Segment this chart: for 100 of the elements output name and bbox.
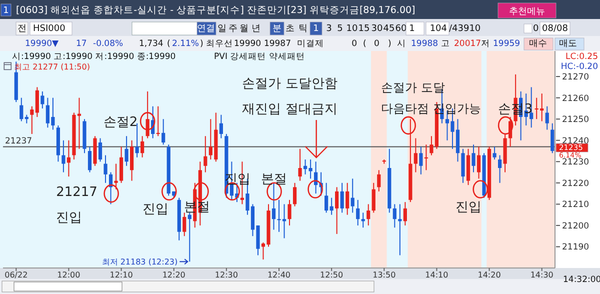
text: 0	[533, 24, 539, 34]
text: HSI000	[33, 24, 66, 34]
candlestick	[292, 182, 297, 207]
y-tick-label: 21220	[562, 178, 590, 189]
x-tick-label: 12:10	[110, 270, 133, 280]
candlestick	[356, 199, 360, 226]
annotation: 진입	[142, 202, 168, 217]
text: 19987	[264, 39, 291, 49]
text: 1,734	[139, 39, 164, 49]
candlestick	[361, 212, 365, 228]
candlestick	[140, 136, 144, 158]
text: -0.08%	[93, 39, 124, 49]
text: )	[200, 39, 204, 49]
candlestick	[403, 202, 407, 226]
text: 고	[441, 39, 450, 49]
annotation: 시:19990 고:19990 저:19990 종:19990	[12, 52, 176, 62]
candlestick	[146, 90, 150, 139]
candlestick	[350, 178, 354, 214]
annotation: 최저 21183 (12:23)	[102, 258, 178, 267]
text: (	[363, 39, 366, 49]
text: HC:-0.20	[560, 62, 598, 72]
candlestick	[498, 154, 502, 184]
text: (	[167, 39, 170, 49]
text: 19990	[234, 39, 262, 49]
candlestick	[372, 182, 376, 214]
text: 19990▼	[25, 39, 60, 49]
candlestick	[88, 146, 92, 173]
annotation: 진입	[56, 210, 82, 226]
candlestick	[461, 148, 465, 184]
text: 10	[346, 24, 358, 34]
candlestick	[124, 136, 128, 166]
text: 45	[383, 24, 395, 34]
x-tick-label: 06/22	[4, 270, 28, 280]
y-tick-label: 21200	[562, 221, 590, 232]
candlestick	[156, 106, 160, 137]
candlestick	[35, 86, 39, 118]
x-tick-label: 12:20	[162, 270, 186, 280]
candlestick	[62, 140, 66, 173]
candlestick	[20, 97, 24, 122]
annotation: 손절가 도달	[380, 80, 445, 94]
candlestick	[219, 114, 223, 139]
text: 2.11%	[172, 39, 200, 49]
candlestick	[182, 212, 186, 237]
annotation: 진입	[456, 200, 482, 215]
y-tick-label: 21260	[562, 94, 590, 104]
candlestick	[188, 212, 192, 262]
candlestick	[298, 148, 302, 182]
candlestick	[492, 146, 496, 160]
candlestick	[104, 154, 108, 184]
text: 최우선	[206, 39, 233, 49]
candlestick	[366, 204, 370, 226]
candlestick	[545, 106, 549, 130]
text: 주	[228, 24, 238, 34]
candlestick	[66, 140, 71, 178]
text: 분	[272, 24, 282, 34]
text: 0	[352, 39, 357, 49]
text: 년	[252, 24, 260, 34]
text: 1	[409, 24, 415, 34]
x-tick-label: 12:50	[320, 270, 344, 280]
y-tick-label: 21250	[562, 115, 590, 126]
x-tick-label: 14:30	[530, 270, 554, 280]
text: )	[388, 39, 392, 49]
y-tick-label: 21270	[562, 72, 590, 83]
annotation: 손절가 도달안함	[242, 76, 338, 92]
annotation: 손절2	[103, 114, 138, 130]
text: 15	[358, 24, 370, 34]
candlestick	[324, 182, 328, 214]
text: 08/08	[542, 24, 568, 34]
text: 월	[240, 24, 248, 34]
candlestick	[98, 138, 102, 162]
candlestick	[330, 197, 334, 216]
annotation: PVI 강세패턴 약세패턴	[214, 52, 305, 62]
candlestick	[340, 182, 344, 214]
text: 초	[286, 24, 294, 34]
text: 1	[313, 24, 319, 34]
text: 1	[3, 6, 9, 16]
candlestick	[204, 136, 208, 173]
candlestick	[398, 204, 402, 256]
text: 전	[18, 24, 26, 34]
text: 5	[337, 24, 343, 34]
x-tick-label: 13:50	[372, 270, 396, 280]
text: 20017	[454, 39, 482, 49]
x-tick-label: 12:00	[57, 270, 80, 280]
candlestick	[377, 170, 381, 192]
text: LC:0.25	[566, 52, 598, 62]
y-tick-label: 21210	[562, 200, 590, 210]
candlestick	[472, 144, 476, 173]
text: 매도	[559, 39, 577, 49]
candlestick	[335, 186, 339, 234]
x-tick-label: 14:20	[478, 270, 501, 280]
candlestick	[346, 182, 350, 216]
text: 추천메뉴	[509, 7, 545, 17]
text: 미결제	[297, 39, 324, 49]
candlestick	[550, 122, 554, 154]
x-tick-label: 14:10	[425, 270, 448, 280]
text: /43910	[449, 24, 481, 34]
y-tick-label: 21190	[562, 242, 590, 253]
text: 저	[481, 39, 490, 49]
candlestick	[419, 146, 423, 175]
text: 매수	[529, 39, 547, 49]
